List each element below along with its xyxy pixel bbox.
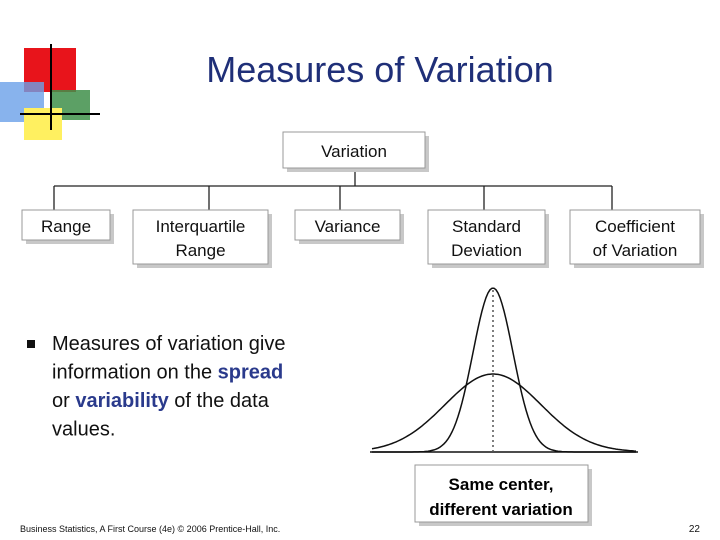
distribution-figure [370,287,638,453]
bullet-segment: information on the [52,362,218,384]
bullet-segment: spread [218,362,284,384]
bullet-segment: of the data [169,390,270,412]
node-box [427,209,546,265]
footer-source: Business Statistics, A First Course (4e)… [20,524,280,534]
tree-connectors [53,168,613,210]
node-box [132,209,269,265]
bullet-line: Measures of variation give [52,333,285,355]
bullet-line: information on the spread [52,362,283,384]
root-node: Variation [282,131,429,172]
page-number: 22 [689,524,701,535]
child-nodes: Range Interquartile Range Variance Standard D… [21,209,704,268]
bullet-marker [27,340,35,348]
bullet-line: or variability of the data [52,390,270,412]
bullet-line: values. [52,419,115,441]
node-box [21,209,111,241]
bullet-segment: variability [75,390,169,412]
node-label: Coefficient [595,217,675,236]
node-label: Variance [315,217,381,236]
decoration [0,44,100,140]
node-label: Interquartile [156,217,246,236]
node-box [294,209,401,241]
node-label: Range [41,217,91,236]
bullet-segment: values. [52,419,115,441]
narrow-curve [372,287,636,453]
node-label: Deviation [451,241,522,260]
bullet-segment: or [52,390,75,412]
node-box [569,209,701,265]
slide-title: Measures of Variation [206,49,554,90]
caption-line: different variation [429,500,573,519]
root-label: Variation [321,142,387,161]
caption-line: Same center, [449,475,554,494]
caption-box: Same center, different variation [414,464,592,526]
bullet-segment: Measures of variation give [52,333,285,355]
node-label: Range [175,241,225,260]
wide-curve [371,373,637,452]
node-label: Standard [452,217,521,236]
node-label: of Variation [593,241,678,260]
bullet-text: Measures of variation give information on… [52,333,285,441]
